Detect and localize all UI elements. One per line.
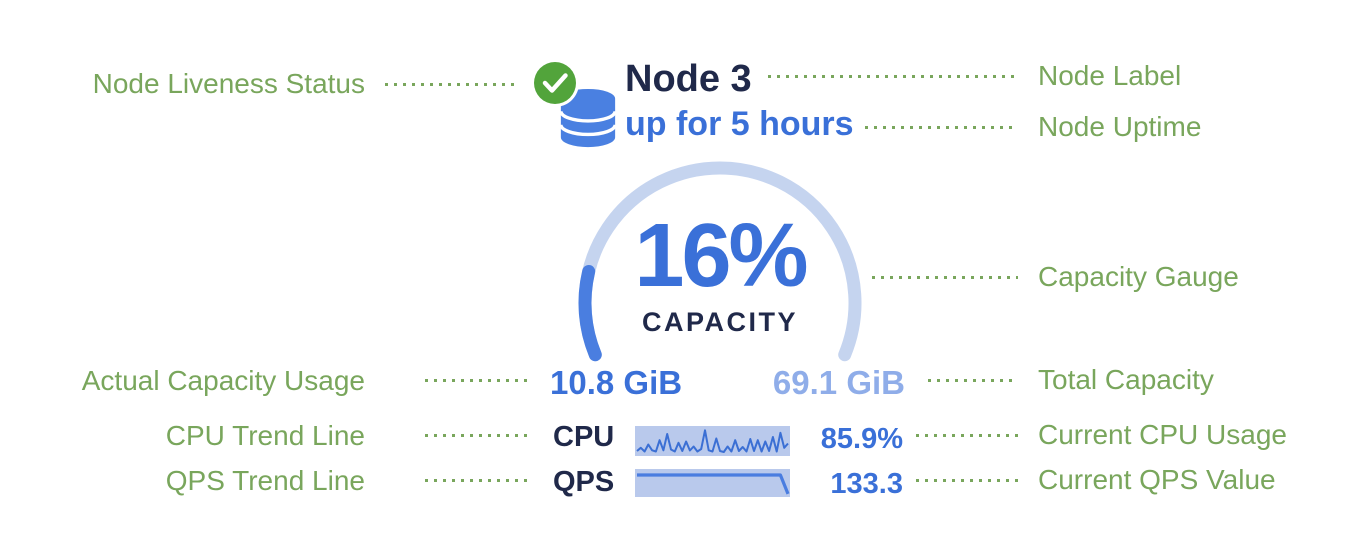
leader-line	[768, 75, 1018, 78]
cpu-label: CPU	[553, 421, 615, 453]
capacity-caption: CAPACITY	[641, 307, 798, 337]
cpu-value: 85.9%	[820, 423, 903, 455]
annotation-node-label: Node Label	[1038, 60, 1182, 91]
annotation-node-liveness-status: Node Liveness Status	[92, 68, 365, 99]
annotation-cpu-trend-line: CPU Trend Line	[165, 420, 365, 451]
annotation-qps-trend-line: QPS Trend Line	[165, 465, 365, 496]
annotation-total-capacity: Total Capacity	[1038, 364, 1214, 395]
total-capacity-value: 69.1 GiB	[772, 364, 905, 401]
qps-sparkline	[635, 469, 790, 497]
leader-line	[425, 434, 533, 437]
leader-line	[425, 479, 533, 482]
used-capacity-value: 10.8 GiB	[550, 364, 683, 401]
node-liveness-check-icon	[534, 62, 576, 104]
leader-line	[865, 126, 1018, 129]
leader-line	[425, 379, 533, 382]
capacity-gauge	[578, 161, 862, 362]
leader-line	[916, 434, 1018, 437]
annotation-current-qps-value: Current QPS Value	[1038, 464, 1276, 495]
qps-label: QPS	[553, 466, 615, 498]
leader-line	[385, 83, 517, 86]
annotation-current-cpu-usage: Current CPU Usage	[1038, 419, 1287, 450]
annotation-node-uptime: Node Uptime	[1038, 111, 1202, 142]
gauge-fill-arc	[578, 265, 602, 362]
node-uptime: up for 5 hours	[625, 105, 854, 143]
capacity-percent: 16%	[634, 206, 808, 306]
leader-line	[928, 379, 1018, 382]
annotation-actual-capacity-usage: Actual Capacity Usage	[81, 365, 365, 396]
cpu-sparkline	[635, 426, 790, 456]
qps-value: 133.3	[830, 468, 903, 500]
check-icon	[542, 73, 568, 93]
annotation-capacity-gauge: Capacity Gauge	[1038, 261, 1239, 292]
node-label: Node 3	[625, 58, 752, 100]
database-icon	[559, 88, 617, 148]
leader-line	[916, 479, 1018, 482]
leader-line	[872, 276, 1018, 279]
